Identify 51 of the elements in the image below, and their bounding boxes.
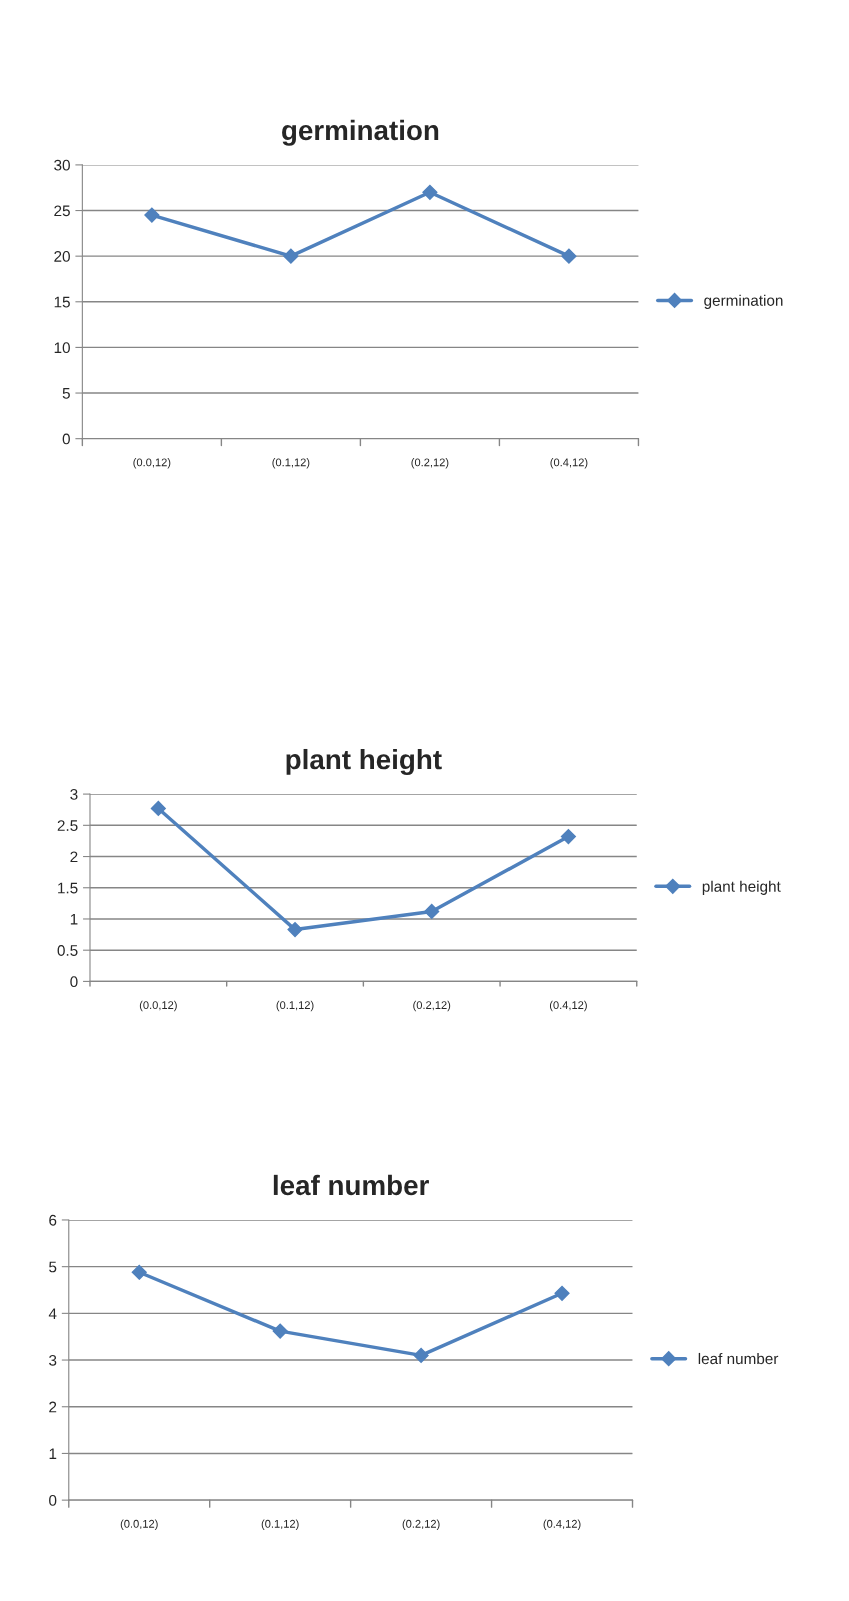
x-tick-label: (0.1,12) <box>276 1000 314 1012</box>
y-tick-label: 3 <box>70 788 78 800</box>
x-tick-label: (0.2,12) <box>402 1519 440 1530</box>
x-tick-label: (0.2,12) <box>413 1000 451 1012</box>
y-tick-label: 15 <box>54 296 70 308</box>
y-tick-label: 0 <box>49 1495 57 1506</box>
y-tick-label: 3 <box>49 1354 57 1366</box>
y-tick-label: 10 <box>54 342 70 354</box>
point <box>287 922 303 938</box>
point <box>554 1285 570 1301</box>
chart-title: plant height <box>286 748 442 775</box>
point <box>413 1347 429 1363</box>
y-tick-label: 1 <box>49 1448 57 1459</box>
y-tick-label: 5 <box>62 388 70 399</box>
y-tick-label: 0.5 <box>57 945 78 956</box>
point <box>144 207 160 223</box>
point <box>422 184 438 200</box>
legend-label: plant height <box>702 880 781 895</box>
x-tick-label: (0.0,12) <box>120 1519 158 1530</box>
point <box>424 903 440 920</box>
y-tick-label: 2.5 <box>57 820 78 831</box>
y-tick-label: 25 <box>54 205 70 217</box>
x-tick-label: (0.0,12) <box>133 458 171 469</box>
x-tick-label: (0.4,12) <box>549 1000 587 1012</box>
y-tick-label: 6 <box>49 1214 57 1226</box>
legend-label: germination <box>704 294 783 309</box>
y-tick-label: 5 <box>49 1261 57 1273</box>
x-tick-label: (0.2,12) <box>411 458 449 469</box>
x-tick-label: (0.4,12) <box>550 458 588 469</box>
point <box>131 1264 147 1280</box>
point <box>560 828 576 845</box>
y-tick-label: 30 <box>54 159 70 171</box>
legend-label: leaf number <box>698 1352 779 1365</box>
y-tick-label: 2 <box>70 851 78 863</box>
x-tick-label: (0.1,12) <box>261 1519 299 1530</box>
chart-title: germination <box>282 119 439 146</box>
y-tick-label: 1.5 <box>58 882 78 894</box>
chart-title: leaf number <box>273 1174 429 1196</box>
y-tick-label: 0 <box>62 433 70 445</box>
x-tick-label: (0.4,12) <box>543 1519 581 1530</box>
point <box>561 248 577 264</box>
y-tick-label: 20 <box>54 251 70 262</box>
y-tick-label: 4 <box>48 1308 57 1319</box>
y-tick-label: 1 <box>70 914 78 925</box>
x-tick-label: (0.0,12) <box>139 1000 177 1012</box>
y-tick-label: 2 <box>49 1401 57 1413</box>
point <box>283 248 299 264</box>
point <box>272 1323 288 1339</box>
y-tick-label: 0 <box>70 976 78 988</box>
point <box>150 800 166 817</box>
x-tick-label: (0.1,12) <box>272 458 310 469</box>
